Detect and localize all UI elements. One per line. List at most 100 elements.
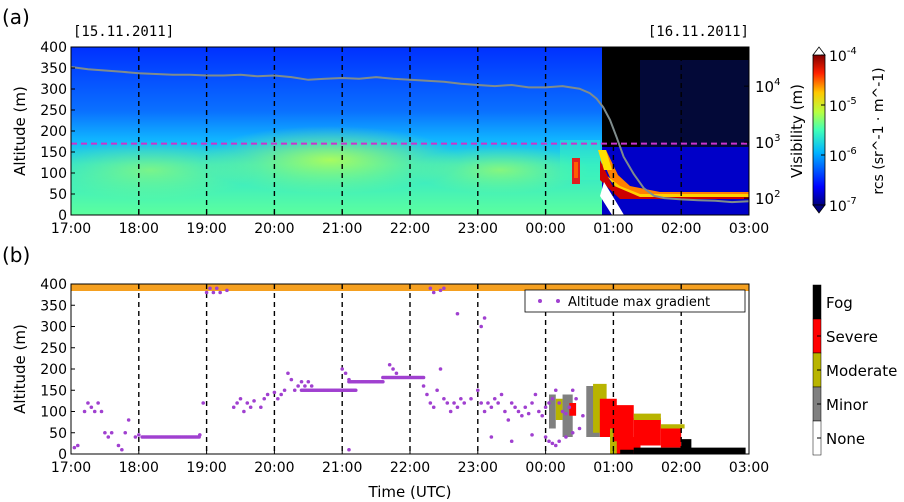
svg-text:Visibility (m): Visibility (m) [788, 84, 806, 178]
gradient-point [106, 435, 111, 439]
gradient-point [72, 445, 77, 450]
alert-cell-severe [660, 428, 682, 448]
gradient-point [225, 288, 229, 293]
x-tick-label: 03:00 [729, 221, 769, 237]
gradient-point [570, 388, 575, 393]
colorbar-tick-label: 10-7 [829, 196, 857, 215]
gradient-point [99, 409, 104, 414]
gradient-point [86, 401, 90, 405]
gradient-point [82, 409, 87, 414]
category-label: None [826, 430, 865, 448]
gradient-point [482, 316, 487, 320]
gradient-point [282, 388, 287, 393]
gradient-point [306, 379, 311, 384]
gradient-point [381, 379, 385, 384]
gradient-point [303, 384, 307, 388]
x-tick-label: 23:00 [458, 460, 498, 476]
gradient-point [462, 401, 467, 405]
gradient-point [499, 392, 504, 397]
gradient-point [455, 405, 460, 410]
gradient-point [496, 401, 500, 405]
category-label: Severe [826, 328, 878, 346]
gradient-points [72, 286, 585, 452]
alert-cell-fog [633, 447, 746, 454]
gradient-point [557, 439, 561, 444]
gradient-point [560, 409, 565, 414]
gradient-point [486, 401, 490, 405]
gradient-point [428, 286, 433, 291]
gradient-point [530, 401, 534, 405]
gradient-point [523, 405, 528, 410]
gradient-point [275, 396, 280, 401]
gradient-point [445, 401, 450, 405]
alert-cell-moderate [660, 424, 685, 429]
gradient-point [530, 433, 534, 437]
gradient-point [581, 413, 585, 418]
alert-cell-minor [562, 394, 573, 437]
gradient-point [259, 405, 263, 410]
gradient-point [279, 392, 283, 397]
gradient-point [543, 435, 548, 439]
y-ticks-b: 0 50 100 150 200 250 300 350 400 [40, 277, 75, 463]
gradient-point [387, 362, 392, 367]
alert-cell-minor [548, 394, 556, 429]
gradient-point [547, 439, 551, 444]
gradient-point [557, 401, 561, 405]
gradient-point [455, 311, 460, 316]
x-tick-label: 02:00 [661, 460, 701, 476]
gradient-point [201, 401, 206, 405]
y-tick-label: 100 [40, 405, 67, 421]
category-label: Moderate [826, 362, 897, 380]
x-tick-label: 20:00 [254, 221, 294, 237]
gradient-point [431, 405, 436, 410]
x-tick-label: 17:00 [51, 460, 91, 476]
gradient-point [421, 375, 426, 380]
panel-a: (a) [15.11.2011] [16.11.2011] 0 50 100 150 2… [2, 5, 887, 237]
svg-text:rcs (sr^-1 · m^-1): rcs (sr^-1 · m^-1) [871, 67, 887, 194]
y-tick-label: 50 [49, 426, 67, 442]
y-tick-label: 400 [40, 277, 67, 293]
gradient-point [235, 401, 239, 405]
x-tick-label: 22:00 [390, 221, 430, 237]
gradient-point [248, 405, 253, 410]
gradient-point [272, 390, 277, 395]
date-left-label: [15.11.2011] [73, 24, 174, 40]
gradient-point [520, 413, 524, 418]
gradient-point [120, 447, 124, 452]
x-tick-label: 23:00 [458, 221, 498, 237]
colorbar-tick-label: 10-6 [829, 146, 857, 165]
gradient-point [577, 426, 582, 431]
gradient-point [574, 396, 578, 401]
gradient-point [533, 392, 538, 397]
alert-cell-fog [620, 449, 634, 454]
gradient-point [347, 377, 351, 382]
y-tick-label: 200 [40, 124, 67, 140]
gradient-point [92, 409, 97, 414]
visibility-line [70, 66, 750, 204]
y-tick-label: 150 [40, 145, 67, 161]
x-tick-label: 02:00 [661, 221, 701, 237]
gradient-point [343, 371, 348, 376]
gradient-point [103, 430, 107, 435]
x-tick-label: 01:00 [593, 460, 633, 476]
gradient-point [353, 388, 358, 393]
y-tick-label: 250 [40, 341, 67, 357]
gradient-point [448, 409, 453, 414]
gradient-point [547, 401, 551, 405]
gradient-point [428, 401, 433, 405]
colorbar-label: rcs (sr^-1 · m^-1) [871, 67, 887, 194]
gradient-point [476, 388, 480, 393]
gradient-point [204, 290, 209, 295]
colorbar-tick-label: 10-4 [829, 46, 857, 65]
gradient-point [553, 388, 558, 393]
gradient-point [75, 443, 80, 448]
gradient-point [238, 396, 243, 401]
gradient-point [489, 435, 494, 439]
gradient-point [126, 418, 131, 422]
gradient-point [89, 405, 94, 410]
gradient-point [537, 409, 541, 414]
gradient-point [442, 396, 446, 401]
gradient-point [340, 367, 345, 371]
gradient-point [550, 396, 555, 401]
